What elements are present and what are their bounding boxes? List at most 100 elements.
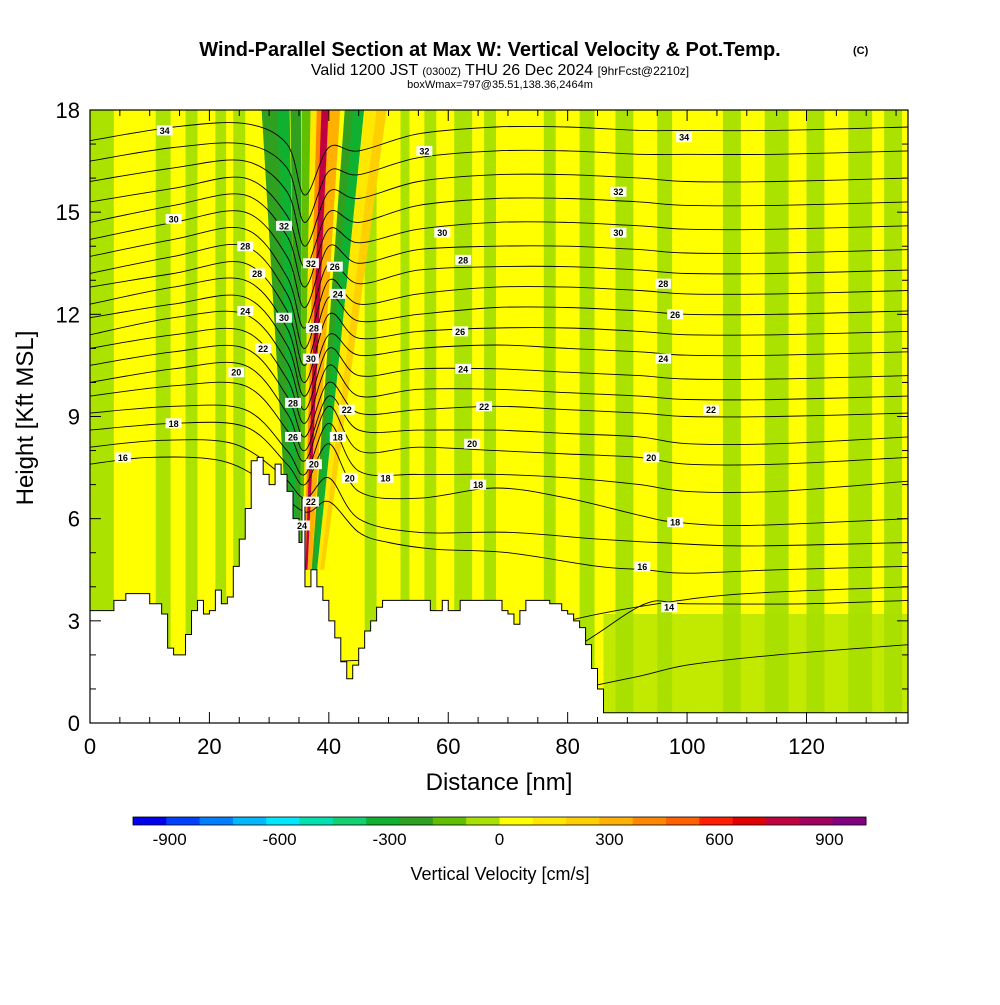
- svg-text:20: 20: [467, 439, 477, 449]
- contour-label: 18: [377, 472, 394, 483]
- axes: 0 20 40 60 80 100 120 0 3 6 9 12 15 18: [56, 98, 908, 759]
- colorbar-tick-label: -300: [373, 830, 407, 849]
- colorbar-tick-label: -900: [153, 830, 187, 849]
- chart-subtitle-2: boxWmax=797@35.51,138.36,2464m: [407, 79, 593, 91]
- svg-text:20: 20: [345, 473, 355, 483]
- colorbar-swatch: [232, 817, 267, 825]
- y-tick-label: 15: [56, 200, 80, 225]
- field-stripe: [806, 110, 825, 723]
- isentrope-line: [90, 327, 908, 424]
- x-tick-label: 80: [555, 734, 579, 759]
- contour-label: 18: [165, 418, 182, 429]
- colorbar-swatch: [466, 817, 500, 825]
- contour-label: 30: [610, 227, 627, 238]
- isentrope-line: [90, 210, 908, 308]
- svg-text:34: 34: [160, 126, 170, 136]
- contour-label: 30: [434, 227, 451, 238]
- field-stripe: [364, 110, 377, 723]
- copyright-mark: (C): [853, 45, 869, 57]
- contour-label: 20: [341, 472, 358, 483]
- y-tick-label: 6: [68, 507, 80, 532]
- contour-label: 18: [329, 431, 346, 442]
- field-stripe: [484, 110, 497, 723]
- isentrope-line: [90, 142, 908, 223]
- colorbar-tick-label: 0: [495, 830, 504, 849]
- contour-label: 28: [285, 397, 302, 408]
- contour-label: 28: [655, 278, 672, 289]
- colorbar-swatch: [832, 817, 867, 825]
- x-tick-label: 100: [669, 734, 706, 759]
- plume-band: [261, 110, 296, 570]
- contour-label: 26: [326, 261, 343, 272]
- colorbar-swatch: [399, 817, 434, 825]
- y-tick-label: 0: [68, 711, 80, 736]
- svg-text:18: 18: [473, 480, 483, 490]
- field-stripe: [185, 110, 198, 723]
- svg-text:30: 30: [306, 354, 316, 364]
- colorbar-tick-label: -600: [263, 830, 297, 849]
- contour-label: 22: [302, 496, 319, 507]
- svg-text:26: 26: [455, 327, 465, 337]
- x-tick-label: 40: [317, 734, 341, 759]
- y-axis-label: Height [Kft MSL]: [12, 331, 39, 506]
- svg-text:20: 20: [309, 460, 319, 470]
- isentrope-line: [90, 456, 908, 574]
- colorbar-tick-label: 600: [705, 830, 733, 849]
- svg-text:32: 32: [279, 221, 289, 231]
- x-tick-label: 60: [436, 734, 460, 759]
- svg-text:30: 30: [613, 228, 623, 238]
- svg-text:28: 28: [309, 323, 319, 333]
- svg-text:28: 28: [658, 279, 668, 289]
- field-stripe: [657, 110, 673, 723]
- isentrope-line: [90, 122, 908, 196]
- svg-text:20: 20: [646, 453, 656, 463]
- field-lower-band: [603, 614, 908, 723]
- colorbar-label: Vertical Velocity [cm/s]: [410, 864, 589, 884]
- colorbar-swatch: [432, 817, 467, 825]
- svg-text:26: 26: [330, 262, 340, 272]
- isentrope-line: [90, 277, 908, 383]
- field-stripe: [155, 110, 171, 723]
- contour-label: 32: [416, 145, 433, 156]
- svg-text:16: 16: [637, 562, 647, 572]
- svg-text:24: 24: [297, 521, 307, 531]
- contour-label: 32: [610, 186, 627, 197]
- svg-text:18: 18: [381, 473, 391, 483]
- colorbar-swatch: [332, 817, 367, 825]
- svg-text:22: 22: [479, 402, 489, 412]
- field-stripe: [215, 110, 227, 723]
- y-tick-label: 12: [56, 302, 80, 327]
- colorbar-tick-label: 900: [815, 830, 843, 849]
- x-tick-label: 0: [84, 734, 96, 759]
- contour-label: 34: [156, 125, 173, 136]
- plume-band: [317, 110, 378, 570]
- contour-label: 20: [464, 438, 481, 449]
- colorbar-swatch: [666, 817, 700, 825]
- subtitle-utc: (0300Z): [422, 66, 461, 78]
- isentrope-line: [90, 176, 908, 268]
- isentrope-line: [90, 361, 908, 452]
- svg-text:28: 28: [240, 242, 250, 252]
- field-stripe: [848, 110, 873, 723]
- isentrope-line: [90, 159, 908, 247]
- contour-label: 24: [293, 520, 310, 531]
- isentrope-line: [90, 439, 908, 547]
- svg-text:18: 18: [670, 518, 680, 528]
- contour-labels: 34 30 28 28 24 22 20 18 16 32 30 28 26 32 28 30 20 22 24 26…: [114, 125, 719, 613]
- svg-text:22: 22: [706, 405, 716, 415]
- plume-band: [313, 110, 365, 570]
- contour-label: 20: [305, 459, 322, 470]
- contour-label: 32: [276, 220, 293, 231]
- contour-label: 28: [237, 241, 254, 252]
- colorbar-swatch: [299, 817, 334, 825]
- plot-area: 34 30 28 28 24 22 20 18 16 32 30 28 26 32 28 30 20 22 24 26…: [90, 110, 908, 723]
- contour-label: 18: [470, 479, 487, 490]
- contour-label: 24: [455, 363, 472, 374]
- contour-label: 24: [655, 353, 672, 364]
- contour-label: 28: [305, 322, 322, 333]
- colorbar-swatch: [366, 817, 401, 825]
- contour-label: 22: [255, 343, 272, 354]
- plume-band: [320, 110, 387, 570]
- colorbar-swatch: [499, 817, 534, 825]
